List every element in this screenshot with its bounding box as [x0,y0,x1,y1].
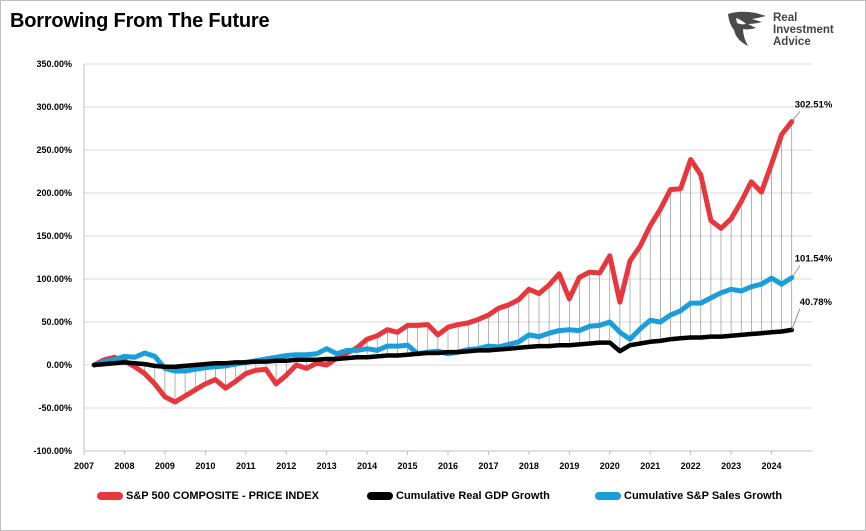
series-line-sales [91,275,795,374]
end-value-label: 101.54% [795,254,833,265]
x-tick-label: 2024 [762,461,782,471]
legend-swatch-gdp [367,492,393,500]
logo-line-3: Advice [773,36,811,48]
x-tick-label: 2018 [519,461,539,471]
x-tick-label: 2012 [276,461,296,471]
legend-item-sales: Cumulative S&P Sales Growth [595,490,782,502]
x-tick-label: 2016 [438,461,458,471]
end-label-leader [791,308,801,331]
y-tick-label: -100.00% [33,446,72,456]
legend-swatch-sp500 [97,492,123,500]
logo-line-1: Real [773,12,798,24]
y-tick-label: 100.00% [36,274,72,284]
y-tick-label: 250.00% [36,145,72,155]
chart-legend: S&P 500 COMPOSITE - PRICE INDEX Cumulati… [0,490,866,510]
chart-title: Borrowing From The Future [10,10,270,32]
y-tick-label: 0.00% [46,360,72,370]
legend-item-sp500: S&P 500 COMPOSITE - PRICE INDEX [97,490,319,502]
y-tick-label: -50.00% [38,403,72,413]
end-label-leader [791,265,801,278]
x-tick-label: 2014 [357,461,377,471]
logo-line-2: Investment [773,24,834,36]
y-tick-label: 50.00% [41,317,72,327]
y-tick-label: 150.00% [36,231,72,241]
end-value-label: 40.78% [800,297,833,308]
x-tick-label: 2021 [640,461,660,471]
end-value-label: 302.51% [795,100,833,111]
x-tick-label: 2019 [559,461,579,471]
x-tick-label: 2017 [478,461,498,471]
legend-label-sales: Cumulative S&P Sales Growth [624,490,783,502]
end-label-leader [791,111,801,122]
x-tick-label: 2015 [398,461,418,471]
x-tick-label: 2008 [114,461,134,471]
series-line-gdp [91,327,795,369]
eagle-icon [728,11,766,46]
brand-logo: Real Investment Advice [726,10,846,50]
legend-swatch-sales [595,492,621,500]
x-tick-label: 2020 [600,461,620,471]
x-tick-label: 2010 [195,461,215,471]
legend-label-sp500: S&P 500 COMPOSITE - PRICE INDEX [126,490,319,502]
y-tick-label: 350.00% [36,59,72,69]
x-tick-label: 2022 [681,461,701,471]
x-tick-label: 2023 [721,461,741,471]
y-tick-label: 300.00% [36,102,72,112]
x-tick-label: 2013 [317,461,337,471]
x-tick-label: 2011 [236,461,256,471]
x-tick-label: 2009 [155,461,175,471]
y-tick-label: 200.00% [36,188,72,198]
series-line-sp500 [91,119,795,405]
x-tick-label: 2007 [74,461,94,471]
legend-item-gdp: Cumulative Real GDP Growth [367,490,550,502]
legend-label-gdp: Cumulative Real GDP Growth [396,490,550,502]
